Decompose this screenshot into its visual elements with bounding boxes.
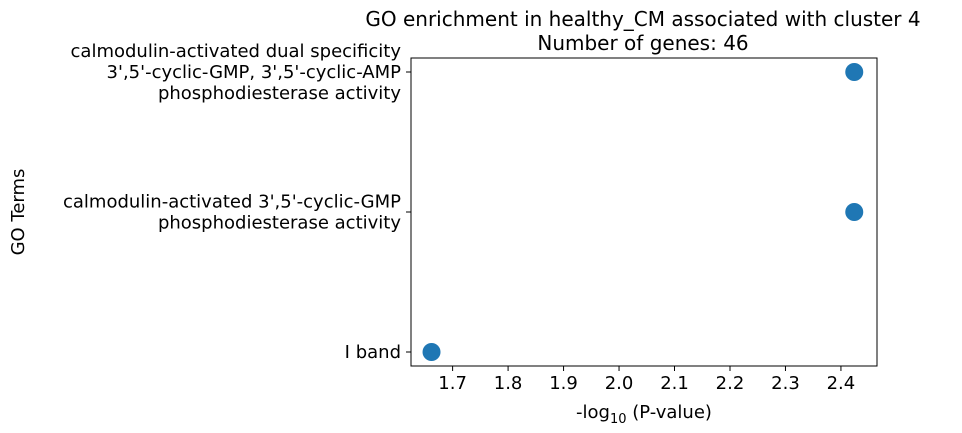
x-axis-label-suffix: (P-value) — [627, 402, 712, 423]
data-point — [845, 63, 864, 81]
data-point — [845, 203, 864, 221]
x-tick-label: 2.3 — [771, 373, 800, 394]
y-tick-label: 3',5'-cyclic-GMP, 3',5'-cyclic-AMP — [107, 62, 402, 83]
x-axis-label-subscript: 10 — [610, 412, 627, 427]
x-axis: 1.7 1.8 1.9 2.0 2.1 2.2 2.3 2.4 — [438, 366, 855, 394]
y-axis-label: GO Terms — [8, 169, 29, 256]
x-tick-label: 1.8 — [494, 373, 523, 394]
y-tick-label: I band — [345, 342, 401, 363]
chart-title-line-1: GO enrichment in healthy_CM associated w… — [365, 7, 920, 31]
x-tick-label: 2.1 — [660, 373, 689, 394]
x-tick-label: 1.9 — [549, 373, 578, 394]
chart-title-line-2: Number of genes: 46 — [537, 31, 748, 55]
data-points — [422, 63, 864, 361]
y-tick-label: phosphodiesterase activity — [158, 83, 401, 104]
x-axis-label-prefix: -log — [576, 402, 610, 423]
y-tick-label: phosphodiesterase activity — [158, 213, 401, 234]
chart-title: GO enrichment in healthy_CM associated w… — [365, 7, 920, 55]
x-tick-label: 2.2 — [716, 373, 745, 394]
y-tick-label: calmodulin-activated 3',5'-cyclic-GMP — [63, 192, 401, 213]
plot-frame — [410, 57, 878, 367]
x-tick-label: 1.7 — [438, 373, 467, 394]
x-tick-label: 2.4 — [827, 373, 856, 394]
y-tick-label: calmodulin-activated dual specificity — [71, 41, 402, 62]
x-axis-label: -log10 (P-value) — [576, 402, 712, 427]
data-point — [422, 343, 441, 361]
y-axis: I band calmodulin-activated 3',5'-cyclic-… — [63, 41, 411, 363]
x-tick-label: 2.0 — [605, 373, 634, 394]
